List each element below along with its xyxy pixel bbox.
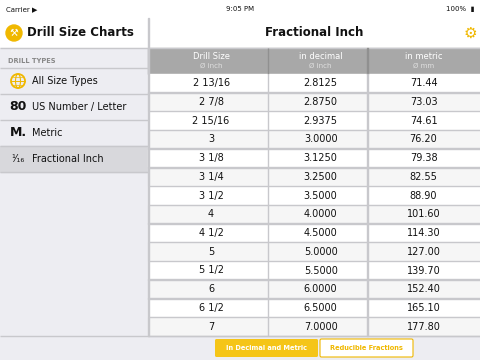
Text: 4.5000: 4.5000 bbox=[304, 228, 337, 238]
Bar bbox=[148, 261, 480, 280]
Text: 3.1250: 3.1250 bbox=[304, 153, 337, 163]
Text: Fractional Inch: Fractional Inch bbox=[32, 154, 104, 164]
Text: 4: 4 bbox=[208, 210, 214, 219]
Text: 6.0000: 6.0000 bbox=[304, 284, 337, 294]
Text: 7: 7 bbox=[208, 321, 214, 332]
Text: 3.5000: 3.5000 bbox=[304, 191, 337, 201]
Text: 100%  ▮: 100% ▮ bbox=[445, 6, 474, 12]
Text: 5: 5 bbox=[208, 247, 214, 257]
Text: 4.0000: 4.0000 bbox=[304, 210, 337, 219]
Bar bbox=[148, 298, 480, 317]
Text: 3.0000: 3.0000 bbox=[304, 135, 337, 144]
FancyBboxPatch shape bbox=[320, 339, 413, 357]
Circle shape bbox=[6, 25, 22, 41]
Text: 80: 80 bbox=[9, 100, 27, 113]
Text: Ø inch: Ø inch bbox=[200, 63, 222, 69]
Text: 74.61: 74.61 bbox=[410, 116, 437, 126]
Bar bbox=[148, 242, 480, 261]
Bar bbox=[148, 92, 480, 93]
Text: 3 1/8: 3 1/8 bbox=[199, 153, 224, 163]
Text: US Number / Letter: US Number / Letter bbox=[32, 102, 126, 112]
Bar bbox=[367, 48, 368, 74]
Text: 5.0000: 5.0000 bbox=[304, 247, 337, 257]
Text: ⚒: ⚒ bbox=[10, 28, 18, 38]
Text: 5 1/2: 5 1/2 bbox=[199, 266, 224, 275]
Text: 2.8125: 2.8125 bbox=[304, 78, 337, 88]
Text: 2 13/16: 2 13/16 bbox=[192, 78, 229, 88]
Text: Drill Size: Drill Size bbox=[192, 52, 229, 61]
Bar bbox=[0, 0, 480, 18]
Text: DRILL TYPES: DRILL TYPES bbox=[8, 58, 56, 64]
Bar bbox=[267, 48, 268, 74]
Bar bbox=[148, 148, 480, 149]
Text: Carrier ▶: Carrier ▶ bbox=[6, 6, 37, 12]
Text: 139.70: 139.70 bbox=[407, 266, 441, 275]
Text: 2.8750: 2.8750 bbox=[304, 97, 337, 107]
Bar bbox=[148, 48, 480, 74]
Text: Metric: Metric bbox=[32, 128, 62, 138]
FancyBboxPatch shape bbox=[215, 339, 318, 357]
Text: 101.60: 101.60 bbox=[407, 210, 440, 219]
Bar bbox=[0, 145, 148, 146]
Bar bbox=[148, 186, 480, 205]
Bar bbox=[148, 279, 480, 280]
Bar bbox=[148, 112, 480, 130]
Text: 6 1/2: 6 1/2 bbox=[199, 303, 224, 313]
Text: 76.20: 76.20 bbox=[410, 135, 437, 144]
Text: In Decimal and Metric: In Decimal and Metric bbox=[226, 345, 307, 351]
Text: 9:05 PM: 9:05 PM bbox=[226, 6, 254, 12]
Text: 127.00: 127.00 bbox=[407, 247, 441, 257]
Bar bbox=[148, 224, 480, 242]
Bar bbox=[148, 204, 480, 205]
Text: M.: M. bbox=[10, 126, 26, 139]
Text: 79.38: 79.38 bbox=[410, 153, 437, 163]
Text: 3 1/4: 3 1/4 bbox=[199, 172, 224, 182]
Bar bbox=[148, 93, 480, 112]
Text: 88.90: 88.90 bbox=[410, 191, 437, 201]
Text: 6: 6 bbox=[208, 284, 214, 294]
Text: 73.03: 73.03 bbox=[410, 97, 437, 107]
Bar bbox=[0, 48, 148, 336]
Bar bbox=[148, 74, 480, 93]
Text: 2.9375: 2.9375 bbox=[304, 116, 337, 126]
Bar bbox=[148, 317, 480, 336]
Text: 82.55: 82.55 bbox=[409, 172, 437, 182]
Text: 152.40: 152.40 bbox=[407, 284, 441, 294]
Text: Ø mm: Ø mm bbox=[413, 63, 434, 69]
Text: 5.5000: 5.5000 bbox=[304, 266, 337, 275]
Bar bbox=[0, 146, 148, 172]
Text: 71.44: 71.44 bbox=[410, 78, 437, 88]
Bar bbox=[0, 18, 480, 48]
Text: 4 1/2: 4 1/2 bbox=[199, 228, 224, 238]
Text: 7.0000: 7.0000 bbox=[304, 321, 337, 332]
Bar bbox=[148, 167, 480, 186]
Text: 114.30: 114.30 bbox=[407, 228, 440, 238]
Bar bbox=[0, 336, 480, 360]
Text: in metric: in metric bbox=[405, 52, 442, 61]
Text: All Size Types: All Size Types bbox=[32, 76, 98, 86]
Text: Ø inch: Ø inch bbox=[310, 63, 332, 69]
Text: Drill Size Charts: Drill Size Charts bbox=[27, 27, 134, 40]
Text: Reducible Fractions: Reducible Fractions bbox=[330, 345, 403, 351]
Text: 2 7/8: 2 7/8 bbox=[199, 97, 224, 107]
Text: 165.10: 165.10 bbox=[407, 303, 441, 313]
Text: 177.80: 177.80 bbox=[407, 321, 441, 332]
Text: ⚙: ⚙ bbox=[463, 26, 477, 40]
Text: 2 15/16: 2 15/16 bbox=[192, 116, 230, 126]
Bar bbox=[148, 130, 480, 149]
Text: ¹⁄₁₆: ¹⁄₁₆ bbox=[12, 154, 24, 164]
Text: 3: 3 bbox=[208, 135, 214, 144]
Text: in decimal: in decimal bbox=[299, 52, 342, 61]
Bar bbox=[148, 149, 480, 167]
Text: 3 1/2: 3 1/2 bbox=[199, 191, 224, 201]
Text: Fractional Inch: Fractional Inch bbox=[265, 27, 363, 40]
Text: 3.2500: 3.2500 bbox=[304, 172, 337, 182]
Bar bbox=[148, 280, 480, 298]
Bar bbox=[148, 111, 480, 112]
Bar bbox=[148, 205, 480, 224]
Bar bbox=[148, 223, 480, 224]
Text: 6.5000: 6.5000 bbox=[304, 303, 337, 313]
